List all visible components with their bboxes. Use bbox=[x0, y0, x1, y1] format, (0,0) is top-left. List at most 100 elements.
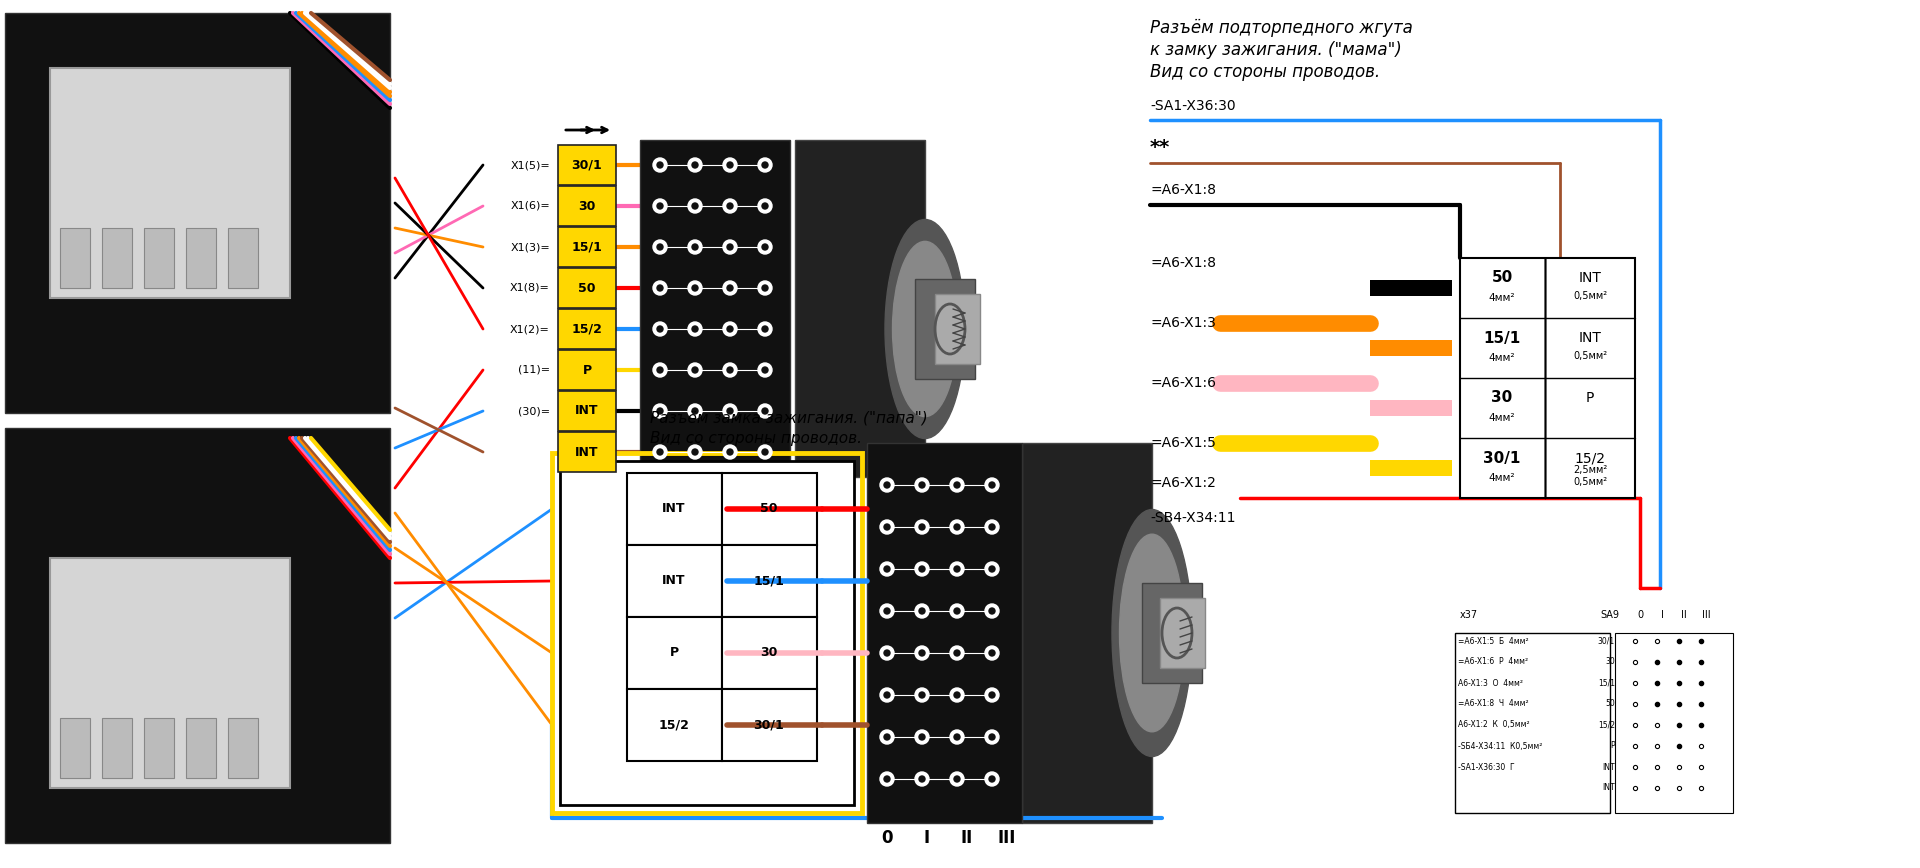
Text: 30/1: 30/1 bbox=[755, 719, 785, 732]
Circle shape bbox=[916, 478, 929, 492]
Circle shape bbox=[657, 408, 662, 414]
Circle shape bbox=[728, 326, 733, 332]
Text: А6-X1:2  К  0,5мм²: А6-X1:2 К 0,5мм² bbox=[1457, 720, 1530, 729]
Bar bbox=[559, 268, 616, 308]
Circle shape bbox=[653, 322, 666, 336]
Text: (11)=: (11)= bbox=[518, 365, 549, 375]
Bar bbox=[628, 545, 722, 617]
Circle shape bbox=[883, 650, 891, 656]
Text: III: III bbox=[1701, 610, 1711, 620]
Bar bbox=[102, 228, 132, 288]
Circle shape bbox=[724, 281, 737, 295]
Circle shape bbox=[728, 162, 733, 168]
Circle shape bbox=[687, 322, 703, 336]
Text: 15/2: 15/2 bbox=[1574, 451, 1605, 465]
Circle shape bbox=[916, 520, 929, 534]
Circle shape bbox=[920, 734, 925, 740]
Circle shape bbox=[883, 776, 891, 782]
Text: Вид со стороны проводов.: Вид со стороны проводов. bbox=[651, 431, 862, 445]
Circle shape bbox=[762, 244, 768, 250]
Circle shape bbox=[762, 408, 768, 414]
Circle shape bbox=[728, 244, 733, 250]
Bar bbox=[50, 68, 290, 298]
Circle shape bbox=[950, 646, 964, 660]
Circle shape bbox=[920, 482, 925, 488]
Circle shape bbox=[653, 158, 666, 172]
Text: x37: x37 bbox=[1459, 610, 1478, 620]
Circle shape bbox=[691, 162, 699, 168]
Bar bbox=[559, 309, 616, 349]
Circle shape bbox=[657, 285, 662, 291]
Bar bbox=[102, 718, 132, 778]
Circle shape bbox=[950, 520, 964, 534]
Text: X1(2)=: X1(2)= bbox=[511, 324, 549, 334]
Bar bbox=[1615, 633, 1734, 813]
Circle shape bbox=[879, 604, 895, 618]
Circle shape bbox=[954, 650, 960, 656]
Text: 15/1: 15/1 bbox=[1484, 331, 1521, 345]
Circle shape bbox=[879, 730, 895, 744]
Circle shape bbox=[762, 367, 768, 373]
Text: к замку зажигания. ("мама"): к замку зажигания. ("мама") bbox=[1150, 41, 1402, 59]
Circle shape bbox=[758, 363, 772, 377]
Bar bbox=[1371, 400, 1452, 416]
Circle shape bbox=[879, 772, 895, 786]
Text: =А6-X1:8  Ч  4мм²: =А6-X1:8 Ч 4мм² bbox=[1457, 700, 1528, 708]
Text: 50: 50 bbox=[760, 503, 778, 516]
Bar bbox=[186, 718, 215, 778]
Circle shape bbox=[989, 608, 995, 614]
Circle shape bbox=[657, 326, 662, 332]
Circle shape bbox=[954, 566, 960, 572]
Circle shape bbox=[985, 772, 998, 786]
Text: =A6-X1:2: =A6-X1:2 bbox=[1150, 476, 1215, 490]
Text: 30/1: 30/1 bbox=[1484, 450, 1521, 465]
Circle shape bbox=[954, 482, 960, 488]
Circle shape bbox=[883, 566, 891, 572]
Circle shape bbox=[950, 604, 964, 618]
Circle shape bbox=[916, 730, 929, 744]
Bar bbox=[559, 186, 616, 226]
Text: =A6-X1:3: =A6-X1:3 bbox=[1150, 316, 1215, 330]
Text: X1(5)=: X1(5)= bbox=[511, 160, 549, 170]
Text: -SБ4-Х34:11  К0,5мм²: -SБ4-Х34:11 К0,5мм² bbox=[1457, 741, 1542, 751]
Text: INT: INT bbox=[576, 445, 599, 458]
Circle shape bbox=[762, 203, 768, 209]
Text: SA9: SA9 bbox=[1599, 610, 1619, 620]
Text: III: III bbox=[998, 829, 1016, 847]
Circle shape bbox=[653, 199, 666, 213]
Bar bbox=[1455, 633, 1611, 813]
Bar bbox=[559, 391, 616, 431]
Circle shape bbox=[985, 730, 998, 744]
Circle shape bbox=[985, 688, 998, 702]
Circle shape bbox=[950, 562, 964, 576]
Text: 30/1: 30/1 bbox=[572, 159, 603, 172]
Bar bbox=[722, 545, 818, 617]
Bar bbox=[144, 718, 175, 778]
Circle shape bbox=[758, 322, 772, 336]
Bar bbox=[559, 227, 616, 267]
Text: **: ** bbox=[1150, 139, 1171, 157]
Circle shape bbox=[989, 776, 995, 782]
Text: 15/1: 15/1 bbox=[572, 240, 603, 253]
Circle shape bbox=[687, 445, 703, 459]
Bar bbox=[559, 432, 616, 472]
Circle shape bbox=[985, 562, 998, 576]
Text: 50: 50 bbox=[1605, 700, 1615, 708]
Circle shape bbox=[687, 199, 703, 213]
Text: 50: 50 bbox=[578, 281, 595, 294]
Circle shape bbox=[728, 408, 733, 414]
Circle shape bbox=[657, 449, 662, 455]
Text: INT: INT bbox=[662, 503, 685, 516]
Circle shape bbox=[758, 445, 772, 459]
Bar bbox=[916, 279, 975, 379]
Circle shape bbox=[691, 244, 699, 250]
Bar bbox=[1371, 340, 1452, 356]
Bar bbox=[60, 228, 90, 288]
Circle shape bbox=[920, 566, 925, 572]
Circle shape bbox=[916, 646, 929, 660]
Text: =A6-X1:5  Б  4мм²: =A6-X1:5 Б 4мм² bbox=[1457, 636, 1528, 646]
Circle shape bbox=[687, 281, 703, 295]
Circle shape bbox=[728, 285, 733, 291]
Bar bbox=[6, 13, 390, 413]
Text: 0,5мм²: 0,5мм² bbox=[1572, 291, 1607, 301]
